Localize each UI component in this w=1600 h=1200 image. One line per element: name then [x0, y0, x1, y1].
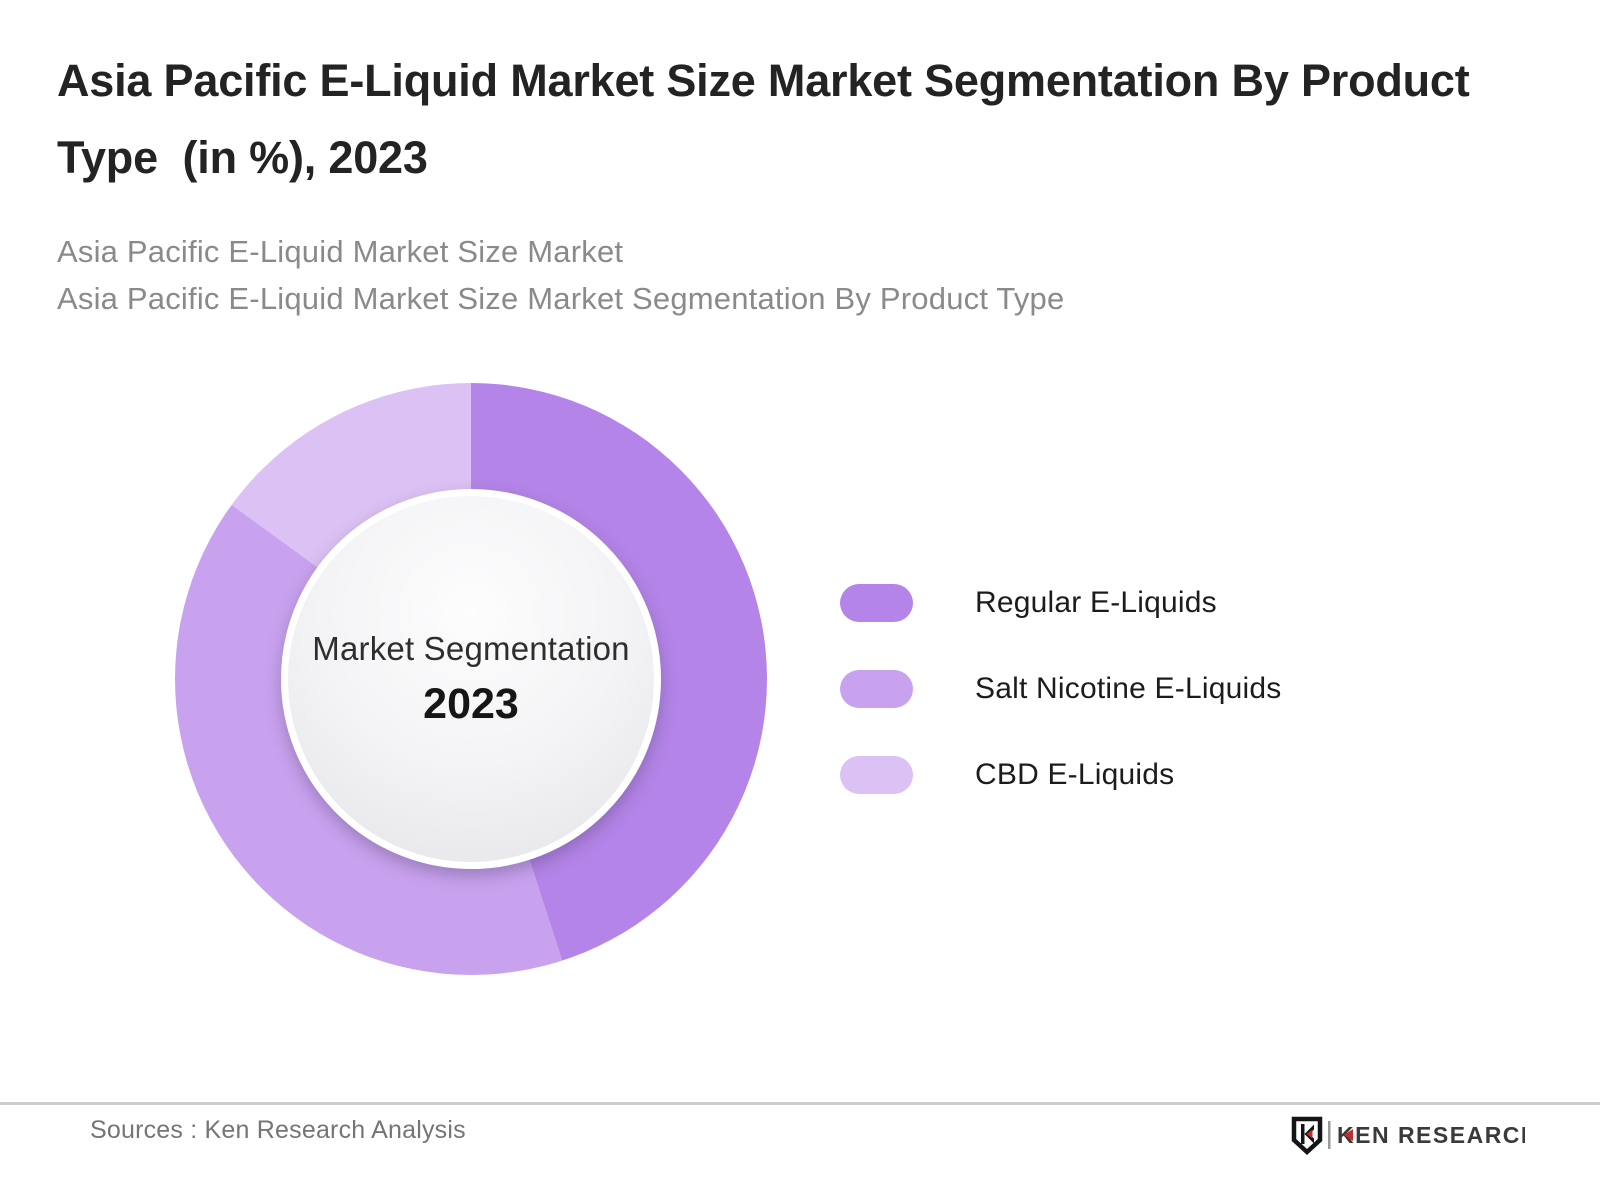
ken-research-logo: KEN RESEARCH	[1290, 1116, 1538, 1161]
legend-item-regular: Regular E-Liquids	[840, 584, 1281, 622]
chart-legend: Regular E-Liquids Salt Nicotine E-Liquid…	[840, 584, 1281, 842]
legend-label-regular: Regular E-Liquids	[975, 586, 1217, 619]
logo-red-wedge	[1344, 1129, 1353, 1141]
legend-item-salt-nicotine: Salt Nicotine E-Liquids	[840, 670, 1281, 708]
logo-wordmark: KEN RESEARCH	[1337, 1122, 1525, 1148]
footer-divider	[0, 1102, 1600, 1105]
legend-swatch-salt-nicotine	[840, 670, 913, 708]
sources-text: Sources : Ken Research Analysis	[90, 1116, 466, 1144]
legend-label-cbd: CBD E-Liquids	[975, 758, 1175, 791]
donut-chart: Market Segmentation 2023	[175, 383, 767, 975]
legend-swatch-regular	[840, 584, 913, 622]
donut-center-disc: Market Segmentation 2023	[281, 489, 661, 869]
subtitle-line-1: Asia Pacific E-Liquid Market Size Market	[57, 234, 624, 269]
ken-research-logo-graphic: KEN RESEARCH	[1291, 1116, 1538, 1156]
legend-label-salt-nicotine: Salt Nicotine E-Liquids	[975, 672, 1282, 705]
legend-item-cbd: CBD E-Liquids	[840, 756, 1281, 794]
logo-divider-bar	[1328, 1121, 1331, 1149]
legend-swatch-cbd	[840, 756, 913, 794]
donut-center-year: 2023	[423, 679, 519, 728]
page-title: Asia Pacific E-Liquid Market Size Market…	[57, 55, 1482, 183]
subtitle-line-2: Asia Pacific E-Liquid Market Size Market…	[57, 281, 1065, 316]
ken-research-shield-icon	[1291, 1116, 1323, 1156]
subtitle-block: Asia Pacific E-Liquid Market Size Market…	[57, 228, 1064, 322]
donut-center-label: Market Segmentation	[312, 629, 630, 667]
